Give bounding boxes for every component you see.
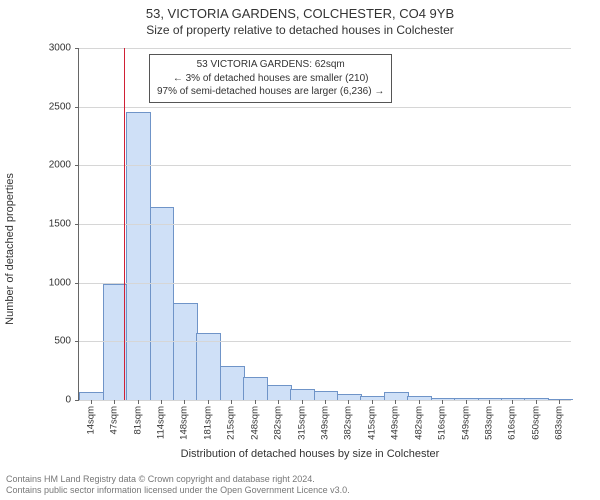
y-tick-mark <box>75 224 79 225</box>
page-title: 53, VICTORIA GARDENS, COLCHESTER, CO4 9Y… <box>0 6 600 21</box>
x-tick-mark <box>559 400 560 404</box>
x-tick-label: 516sqm <box>437 406 448 440</box>
page-subtitle: Size of property relative to detached ho… <box>0 23 600 37</box>
histogram-bar <box>150 207 175 400</box>
x-tick-label: 114sqm <box>156 406 167 439</box>
annotation-box: 53 VICTORIA GARDENS: 62sqm← 3% of detach… <box>149 54 392 103</box>
y-tick-mark <box>75 283 79 284</box>
x-tick-mark <box>138 400 139 404</box>
y-tick-label: 1500 <box>35 219 71 230</box>
histogram-bar <box>290 389 315 400</box>
histogram-bar <box>384 392 409 400</box>
histogram-bar <box>314 391 339 400</box>
x-tick-mark <box>372 400 373 404</box>
gridline <box>79 48 571 49</box>
annotation-line: 53 VICTORIA GARDENS: 62sqm <box>157 58 384 72</box>
y-tick-mark <box>75 400 79 401</box>
x-tick-label: 449sqm <box>390 406 401 440</box>
x-tick-label: 382sqm <box>343 406 354 440</box>
x-tick-mark <box>91 400 92 404</box>
gridline <box>79 224 571 225</box>
histogram-bar <box>79 392 104 400</box>
histogram-bar <box>126 112 151 400</box>
annotation-line: 97% of semi-detached houses are larger (… <box>157 85 384 99</box>
histogram-bar <box>220 366 245 400</box>
footer-line-1: Contains HM Land Registry data © Crown c… <box>6 474 350 485</box>
gridline <box>79 165 571 166</box>
y-tick-mark <box>75 48 79 49</box>
x-tick-mark <box>184 400 185 404</box>
x-tick-mark <box>278 400 279 404</box>
plot-region: 05001000150020002500300014sqm47sqm81sqm1… <box>78 48 571 401</box>
footer-line-2: Contains public sector information licen… <box>6 485 350 496</box>
x-tick-mark <box>489 400 490 404</box>
x-tick-label: 415sqm <box>366 406 377 440</box>
x-tick-label: 181sqm <box>202 406 213 440</box>
y-tick-label: 1000 <box>35 277 71 288</box>
x-tick-label: 349sqm <box>320 406 331 440</box>
histogram-bar <box>267 385 292 400</box>
x-tick-label: 14sqm <box>85 406 96 435</box>
x-tick-mark <box>512 400 513 404</box>
y-tick-label: 3000 <box>35 43 71 54</box>
reference-line <box>124 48 125 400</box>
y-tick-mark <box>75 107 79 108</box>
x-tick-label: 683sqm <box>554 406 565 440</box>
x-tick-label: 282sqm <box>273 406 284 440</box>
x-tick-label: 47sqm <box>109 406 120 435</box>
x-tick-mark <box>442 400 443 404</box>
y-tick-label: 0 <box>35 395 71 406</box>
y-tick-label: 2500 <box>35 101 71 112</box>
x-tick-label: 215sqm <box>226 406 237 440</box>
x-tick-mark <box>536 400 537 404</box>
x-tick-mark <box>114 400 115 404</box>
y-axis-label: Number of detached properties <box>4 173 16 325</box>
gridline <box>79 341 571 342</box>
x-tick-mark <box>302 400 303 404</box>
x-tick-label: 583sqm <box>484 406 495 440</box>
x-tick-mark <box>208 400 209 404</box>
histogram-bar <box>196 333 221 400</box>
y-tick-label: 500 <box>35 336 71 347</box>
x-tick-label: 549sqm <box>460 406 471 440</box>
x-tick-mark <box>348 400 349 404</box>
histogram-bar <box>243 377 268 400</box>
y-tick-mark <box>75 341 79 342</box>
y-tick-mark <box>75 165 79 166</box>
chart-area: Number of detached properties 0500100015… <box>40 44 580 454</box>
x-tick-label: 482sqm <box>413 406 424 440</box>
x-tick-label: 81sqm <box>132 406 143 435</box>
x-tick-label: 148sqm <box>179 406 190 440</box>
footer-attribution: Contains HM Land Registry data © Crown c… <box>6 474 350 497</box>
x-tick-mark <box>466 400 467 404</box>
x-tick-label: 650sqm <box>530 406 541 440</box>
x-axis-label: Distribution of detached houses by size … <box>40 448 580 460</box>
x-tick-mark <box>255 400 256 404</box>
x-tick-label: 616sqm <box>507 406 518 440</box>
x-tick-mark <box>395 400 396 404</box>
gridline <box>79 283 571 284</box>
y-tick-label: 2000 <box>35 160 71 171</box>
x-tick-mark <box>419 400 420 404</box>
x-tick-label: 248sqm <box>249 406 260 440</box>
x-tick-mark <box>325 400 326 404</box>
x-tick-label: 315sqm <box>296 406 307 440</box>
histogram-bar <box>173 303 198 400</box>
annotation-line: ← 3% of detached houses are smaller (210… <box>157 72 384 86</box>
x-tick-mark <box>231 400 232 404</box>
x-tick-mark <box>161 400 162 404</box>
gridline <box>79 107 571 108</box>
